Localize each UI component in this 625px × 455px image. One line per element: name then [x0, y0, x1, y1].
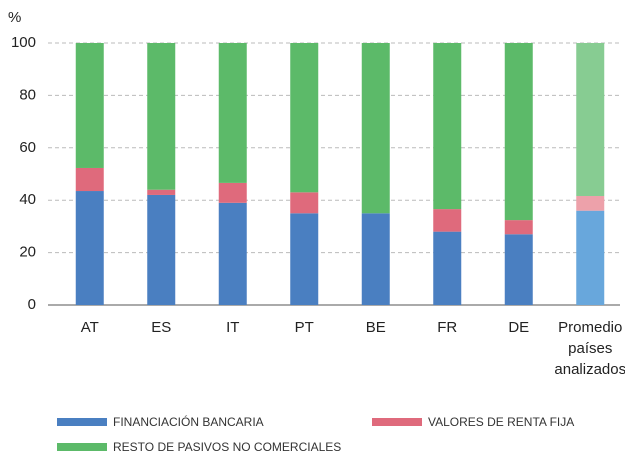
- y-tick-label: 60: [19, 139, 36, 156]
- bar-segment: [433, 43, 462, 210]
- bar-segment: [75, 167, 104, 192]
- x-tick-label: IT: [226, 319, 240, 336]
- bar-segment: [576, 43, 605, 197]
- x-tick-label: BE: [365, 319, 386, 336]
- bar-segment: [361, 43, 390, 214]
- legend-label: VALORES DE RENTA FIJA: [428, 415, 574, 429]
- legend-swatch: [57, 443, 107, 451]
- bar-segment: [433, 209, 462, 232]
- x-tick-label: DE: [508, 319, 530, 336]
- legend-label: RESTO DE PASIVOS NO COMERCIALES: [113, 440, 341, 454]
- bar-segment: [290, 213, 319, 305]
- y-tick-label: 0: [28, 296, 36, 313]
- legend-label: FINANCIACIÓN BANCARIA: [113, 414, 264, 429]
- bar-segment: [147, 194, 176, 305]
- legend-swatch: [57, 418, 107, 426]
- y-unit: %: [8, 9, 21, 26]
- y-tick-label: 100: [11, 34, 36, 51]
- bar-segment: [290, 192, 319, 214]
- bar-segment: [75, 43, 104, 168]
- bar-segment: [218, 43, 247, 183]
- bar-segment: [147, 189, 176, 195]
- x-tick-label: AT: [80, 319, 99, 336]
- x-tick-label: Promedio países analizados: [554, 319, 625, 378]
- bar-segment: [576, 196, 605, 211]
- x-tick-label: FR: [437, 319, 458, 336]
- bar-segment: [147, 43, 176, 190]
- bar-segment: [576, 210, 605, 305]
- bar-segment: [218, 182, 247, 203]
- bar-segment: [218, 202, 247, 305]
- y-tick-label: 80: [19, 86, 36, 103]
- bar-segment: [504, 43, 533, 221]
- bar-segment: [504, 234, 533, 305]
- bar-segment: [361, 213, 390, 305]
- y-tick-label: 40: [19, 191, 36, 208]
- x-tick-label: ES: [151, 319, 172, 336]
- bar-segment: [75, 191, 104, 305]
- y-tick-label: 20: [19, 244, 36, 261]
- x-tick-label: PT: [294, 319, 314, 336]
- legend-swatch: [372, 418, 422, 426]
- bar-segment: [290, 43, 319, 193]
- bar-segment: [433, 231, 462, 305]
- bar-segment: [504, 220, 533, 235]
